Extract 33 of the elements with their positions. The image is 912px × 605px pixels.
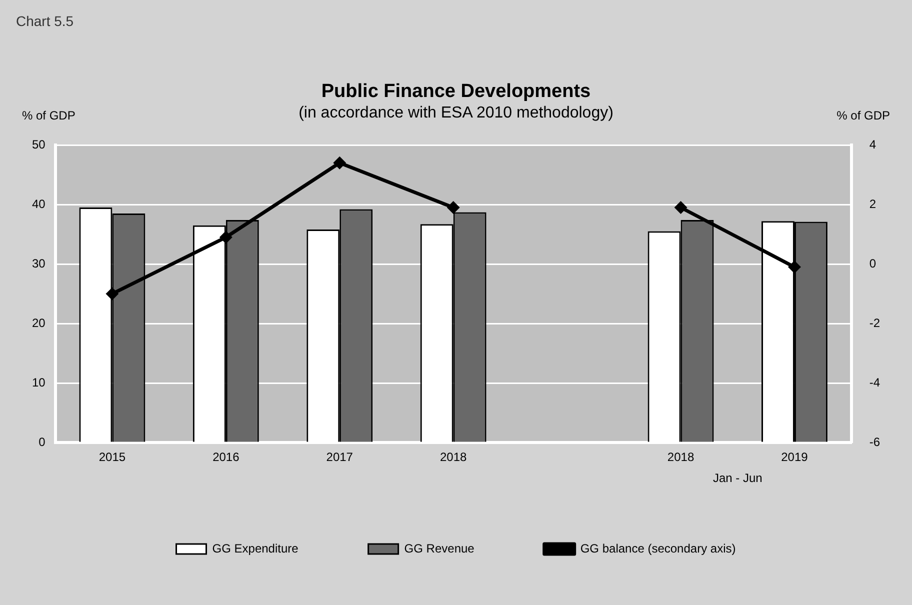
chart-subtitle: (in accordance with ESA 2010 methodology) xyxy=(298,104,614,122)
point xyxy=(788,261,800,273)
point xyxy=(448,202,460,214)
x-tick-label: 2018 xyxy=(667,450,694,464)
point xyxy=(220,232,232,244)
text: Jan - Jun xyxy=(712,470,762,485)
y-tick-label: 50 xyxy=(32,137,46,152)
y2-tick-label: -2 xyxy=(869,316,880,330)
x-tick-label: 2015 xyxy=(98,450,126,464)
y-tick-label: 20 xyxy=(32,316,46,330)
point xyxy=(675,202,687,214)
y2-axis-title: % of GDP xyxy=(836,108,890,122)
point xyxy=(106,288,118,300)
y2-tick-label: -4 xyxy=(869,375,880,390)
chart-title: Public Finance Developments xyxy=(321,81,591,102)
legend-label: GG balance (secondary axis) xyxy=(580,541,736,556)
y-tick-label: 40 xyxy=(32,196,46,211)
y2-tick-label: 2 xyxy=(869,196,876,211)
y2-tick-label: 4 xyxy=(869,137,876,152)
legend-label: GG Revenue xyxy=(404,541,475,556)
y-axis-title: % of GDP xyxy=(22,108,76,122)
x-tick-label: 2018 xyxy=(440,450,468,464)
y-tick-label: 0 xyxy=(38,434,46,449)
x-tick-label: 2016 xyxy=(212,450,240,464)
y2-tick-label: -6 xyxy=(869,434,880,449)
point xyxy=(334,157,346,169)
legend-label: GG Expenditure xyxy=(212,541,299,556)
x-tick-label: 2019 xyxy=(781,450,808,464)
caption: Chart 5.5 xyxy=(16,12,74,29)
y-tick-label: 30 xyxy=(32,256,46,270)
y2-tick-label: 0 xyxy=(869,256,876,270)
y-tick-label: 10 xyxy=(32,375,46,390)
x-tick-label: 2017 xyxy=(326,450,354,464)
